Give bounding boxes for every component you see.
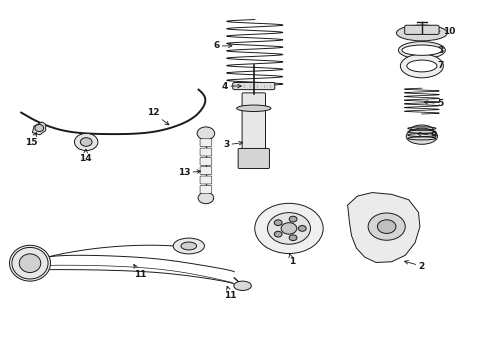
Ellipse shape <box>396 25 447 41</box>
Text: 11: 11 <box>224 286 237 300</box>
FancyBboxPatch shape <box>200 176 212 184</box>
Text: 2: 2 <box>405 261 425 271</box>
Text: 8: 8 <box>424 46 443 55</box>
Text: 1: 1 <box>289 254 295 266</box>
Ellipse shape <box>234 281 251 291</box>
Ellipse shape <box>80 138 92 146</box>
Ellipse shape <box>237 105 271 112</box>
Text: 7: 7 <box>424 62 443 71</box>
FancyBboxPatch shape <box>200 139 212 147</box>
FancyBboxPatch shape <box>242 93 266 152</box>
Ellipse shape <box>400 54 443 78</box>
FancyBboxPatch shape <box>238 148 270 168</box>
Ellipse shape <box>274 220 282 225</box>
Text: 11: 11 <box>134 265 146 279</box>
Text: 13: 13 <box>178 168 201 177</box>
FancyBboxPatch shape <box>405 25 439 35</box>
Ellipse shape <box>289 216 297 222</box>
Polygon shape <box>32 122 46 135</box>
Text: 3: 3 <box>223 140 243 149</box>
Ellipse shape <box>198 192 214 204</box>
Text: 5: 5 <box>424 99 443 108</box>
Text: 4: 4 <box>221 82 241 91</box>
Ellipse shape <box>35 125 44 132</box>
FancyBboxPatch shape <box>200 185 212 193</box>
Ellipse shape <box>407 60 437 72</box>
Ellipse shape <box>377 220 396 233</box>
Ellipse shape <box>255 203 323 253</box>
Ellipse shape <box>398 41 445 59</box>
Ellipse shape <box>274 231 282 237</box>
Ellipse shape <box>289 235 297 240</box>
Ellipse shape <box>197 127 215 140</box>
Ellipse shape <box>181 242 196 250</box>
Polygon shape <box>347 193 420 262</box>
Ellipse shape <box>19 254 41 273</box>
Ellipse shape <box>368 213 405 240</box>
Ellipse shape <box>281 223 297 234</box>
Text: 10: 10 <box>433 27 455 36</box>
FancyBboxPatch shape <box>200 148 212 156</box>
Text: 14: 14 <box>79 149 92 163</box>
FancyBboxPatch shape <box>200 167 212 175</box>
FancyBboxPatch shape <box>200 157 212 165</box>
Ellipse shape <box>74 134 98 150</box>
Ellipse shape <box>410 125 434 136</box>
Text: 6: 6 <box>213 41 232 50</box>
FancyBboxPatch shape <box>233 82 275 90</box>
Ellipse shape <box>268 213 311 244</box>
Text: 15: 15 <box>25 132 38 147</box>
Ellipse shape <box>402 45 442 55</box>
Ellipse shape <box>173 238 204 254</box>
Ellipse shape <box>298 226 306 231</box>
Text: 9: 9 <box>417 131 437 140</box>
Ellipse shape <box>9 245 50 281</box>
Text: 12: 12 <box>147 108 169 125</box>
Ellipse shape <box>406 128 438 144</box>
